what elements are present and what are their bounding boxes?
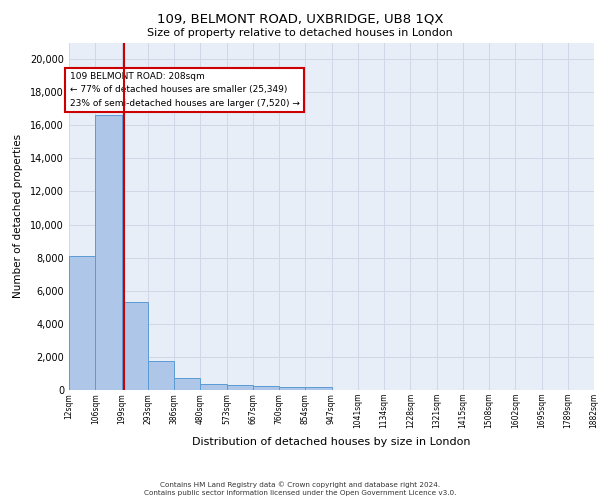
Text: 109, BELMONT ROAD, UXBRIDGE, UB8 1QX: 109, BELMONT ROAD, UXBRIDGE, UB8 1QX bbox=[157, 12, 443, 26]
Bar bbox=[95, 116, 121, 390]
Text: Size of property relative to detached houses in London: Size of property relative to detached ho… bbox=[147, 28, 453, 38]
Text: 109 BELMONT ROAD: 208sqm
← 77% of detached houses are smaller (25,349)
23% of se: 109 BELMONT ROAD: 208sqm ← 77% of detach… bbox=[70, 72, 300, 108]
Y-axis label: Number of detached properties: Number of detached properties bbox=[13, 134, 23, 298]
Bar bbox=[253, 386, 279, 390]
Bar bbox=[227, 385, 253, 390]
Bar bbox=[121, 302, 148, 390]
Bar bbox=[279, 386, 305, 390]
Bar bbox=[69, 256, 95, 390]
X-axis label: Distribution of detached houses by size in London: Distribution of detached houses by size … bbox=[192, 436, 471, 446]
Text: Contains HM Land Registry data © Crown copyright and database right 2024.
Contai: Contains HM Land Registry data © Crown c… bbox=[144, 481, 456, 496]
Bar bbox=[174, 378, 200, 390]
Bar bbox=[148, 361, 174, 390]
Bar bbox=[305, 387, 331, 390]
Bar bbox=[200, 384, 227, 390]
